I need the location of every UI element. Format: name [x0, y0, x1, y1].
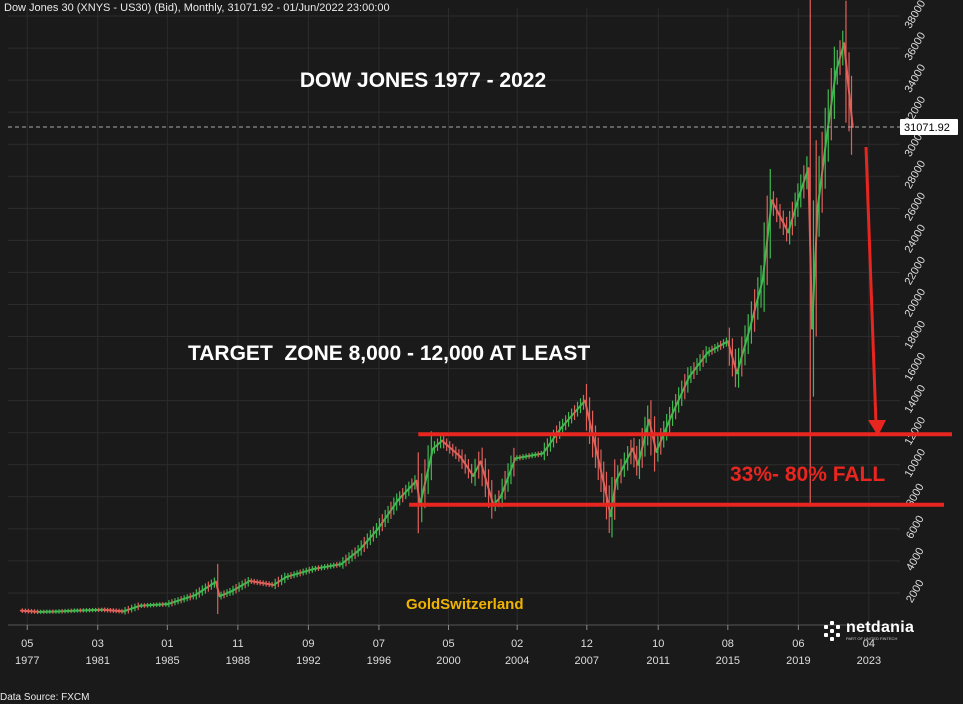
x-tick-year: 2004	[505, 655, 529, 667]
x-tick-year: 1981	[86, 655, 110, 667]
price-segment	[472, 460, 482, 477]
x-tick-year: 1996	[367, 655, 391, 667]
last-price-label: 31071.92	[904, 122, 950, 134]
price-segment	[441, 439, 462, 458]
x-tick-year: 1988	[226, 655, 250, 667]
x-tick-year: 2015	[716, 655, 740, 667]
price-segment	[397, 479, 418, 501]
netdania-name: netdania	[846, 619, 915, 636]
fall-label: 33%- 80% FALL	[730, 463, 885, 486]
price-segment	[358, 527, 379, 551]
x-tick-year: 2019	[786, 655, 810, 667]
x-tick-month: 06	[792, 638, 804, 650]
price-segment	[56, 609, 77, 613]
last-price-box	[900, 119, 958, 136]
x-tick-year: 1985	[155, 655, 179, 667]
x-tick-year: 1992	[296, 655, 320, 667]
watermark-goldswitzerland: GoldSwitzerland	[406, 596, 524, 613]
x-tick-year: 2023	[857, 655, 881, 667]
x-tick-month: 05	[442, 638, 454, 650]
x-tick-year: 2011	[646, 655, 670, 667]
fall-arrow	[864, 146, 886, 436]
price-series	[19, 0, 854, 615]
x-tick-month: 11	[232, 638, 243, 650]
x-tick-month: 09	[302, 638, 314, 650]
x-tick-month: 04	[863, 638, 875, 650]
x-tick-month: 07	[373, 638, 385, 650]
target-zone-label: TARGET ZONE 8,000 - 12,000 AT LEAST	[188, 342, 590, 365]
x-tick-month: 05	[21, 638, 33, 650]
price-segment	[541, 426, 563, 455]
chart-title: DOW JONES 1977 - 2022	[300, 69, 546, 92]
data-source: Data Source: FXCM	[0, 692, 90, 703]
netdania-logo-icon	[822, 620, 842, 641]
grid-lines	[8, 8, 900, 625]
netdania-logo: netdania PART OF UNITED FINTECH	[822, 620, 914, 641]
price-segment	[19, 609, 41, 613]
instrument-header: Dow Jones 30 (XNYS - US30) (Bid), Monthl…	[4, 2, 390, 14]
x-tick-year: 1977	[15, 655, 39, 667]
netdania-tagline: PART OF UNITED FINTECH	[846, 636, 898, 641]
x-tick-month: 03	[92, 638, 104, 650]
x-tick-month: 02	[511, 638, 523, 650]
x-tick-year: 2007	[575, 655, 599, 667]
x-tick-month: 01	[161, 638, 173, 650]
x-tick-year: 2000	[436, 655, 460, 667]
price-segment	[230, 579, 251, 593]
x-axis: 05 1977 03 1981 01 1985 11 1988 09 1992 07 1996 05 20…	[8, 624, 900, 667]
price-segment	[670, 375, 691, 418]
x-tick-month: 12	[581, 638, 593, 650]
x-tick-month: 10	[652, 638, 664, 650]
price-segment	[688, 351, 709, 378]
x-tick-month: 08	[722, 638, 734, 650]
price-segment	[340, 548, 361, 566]
